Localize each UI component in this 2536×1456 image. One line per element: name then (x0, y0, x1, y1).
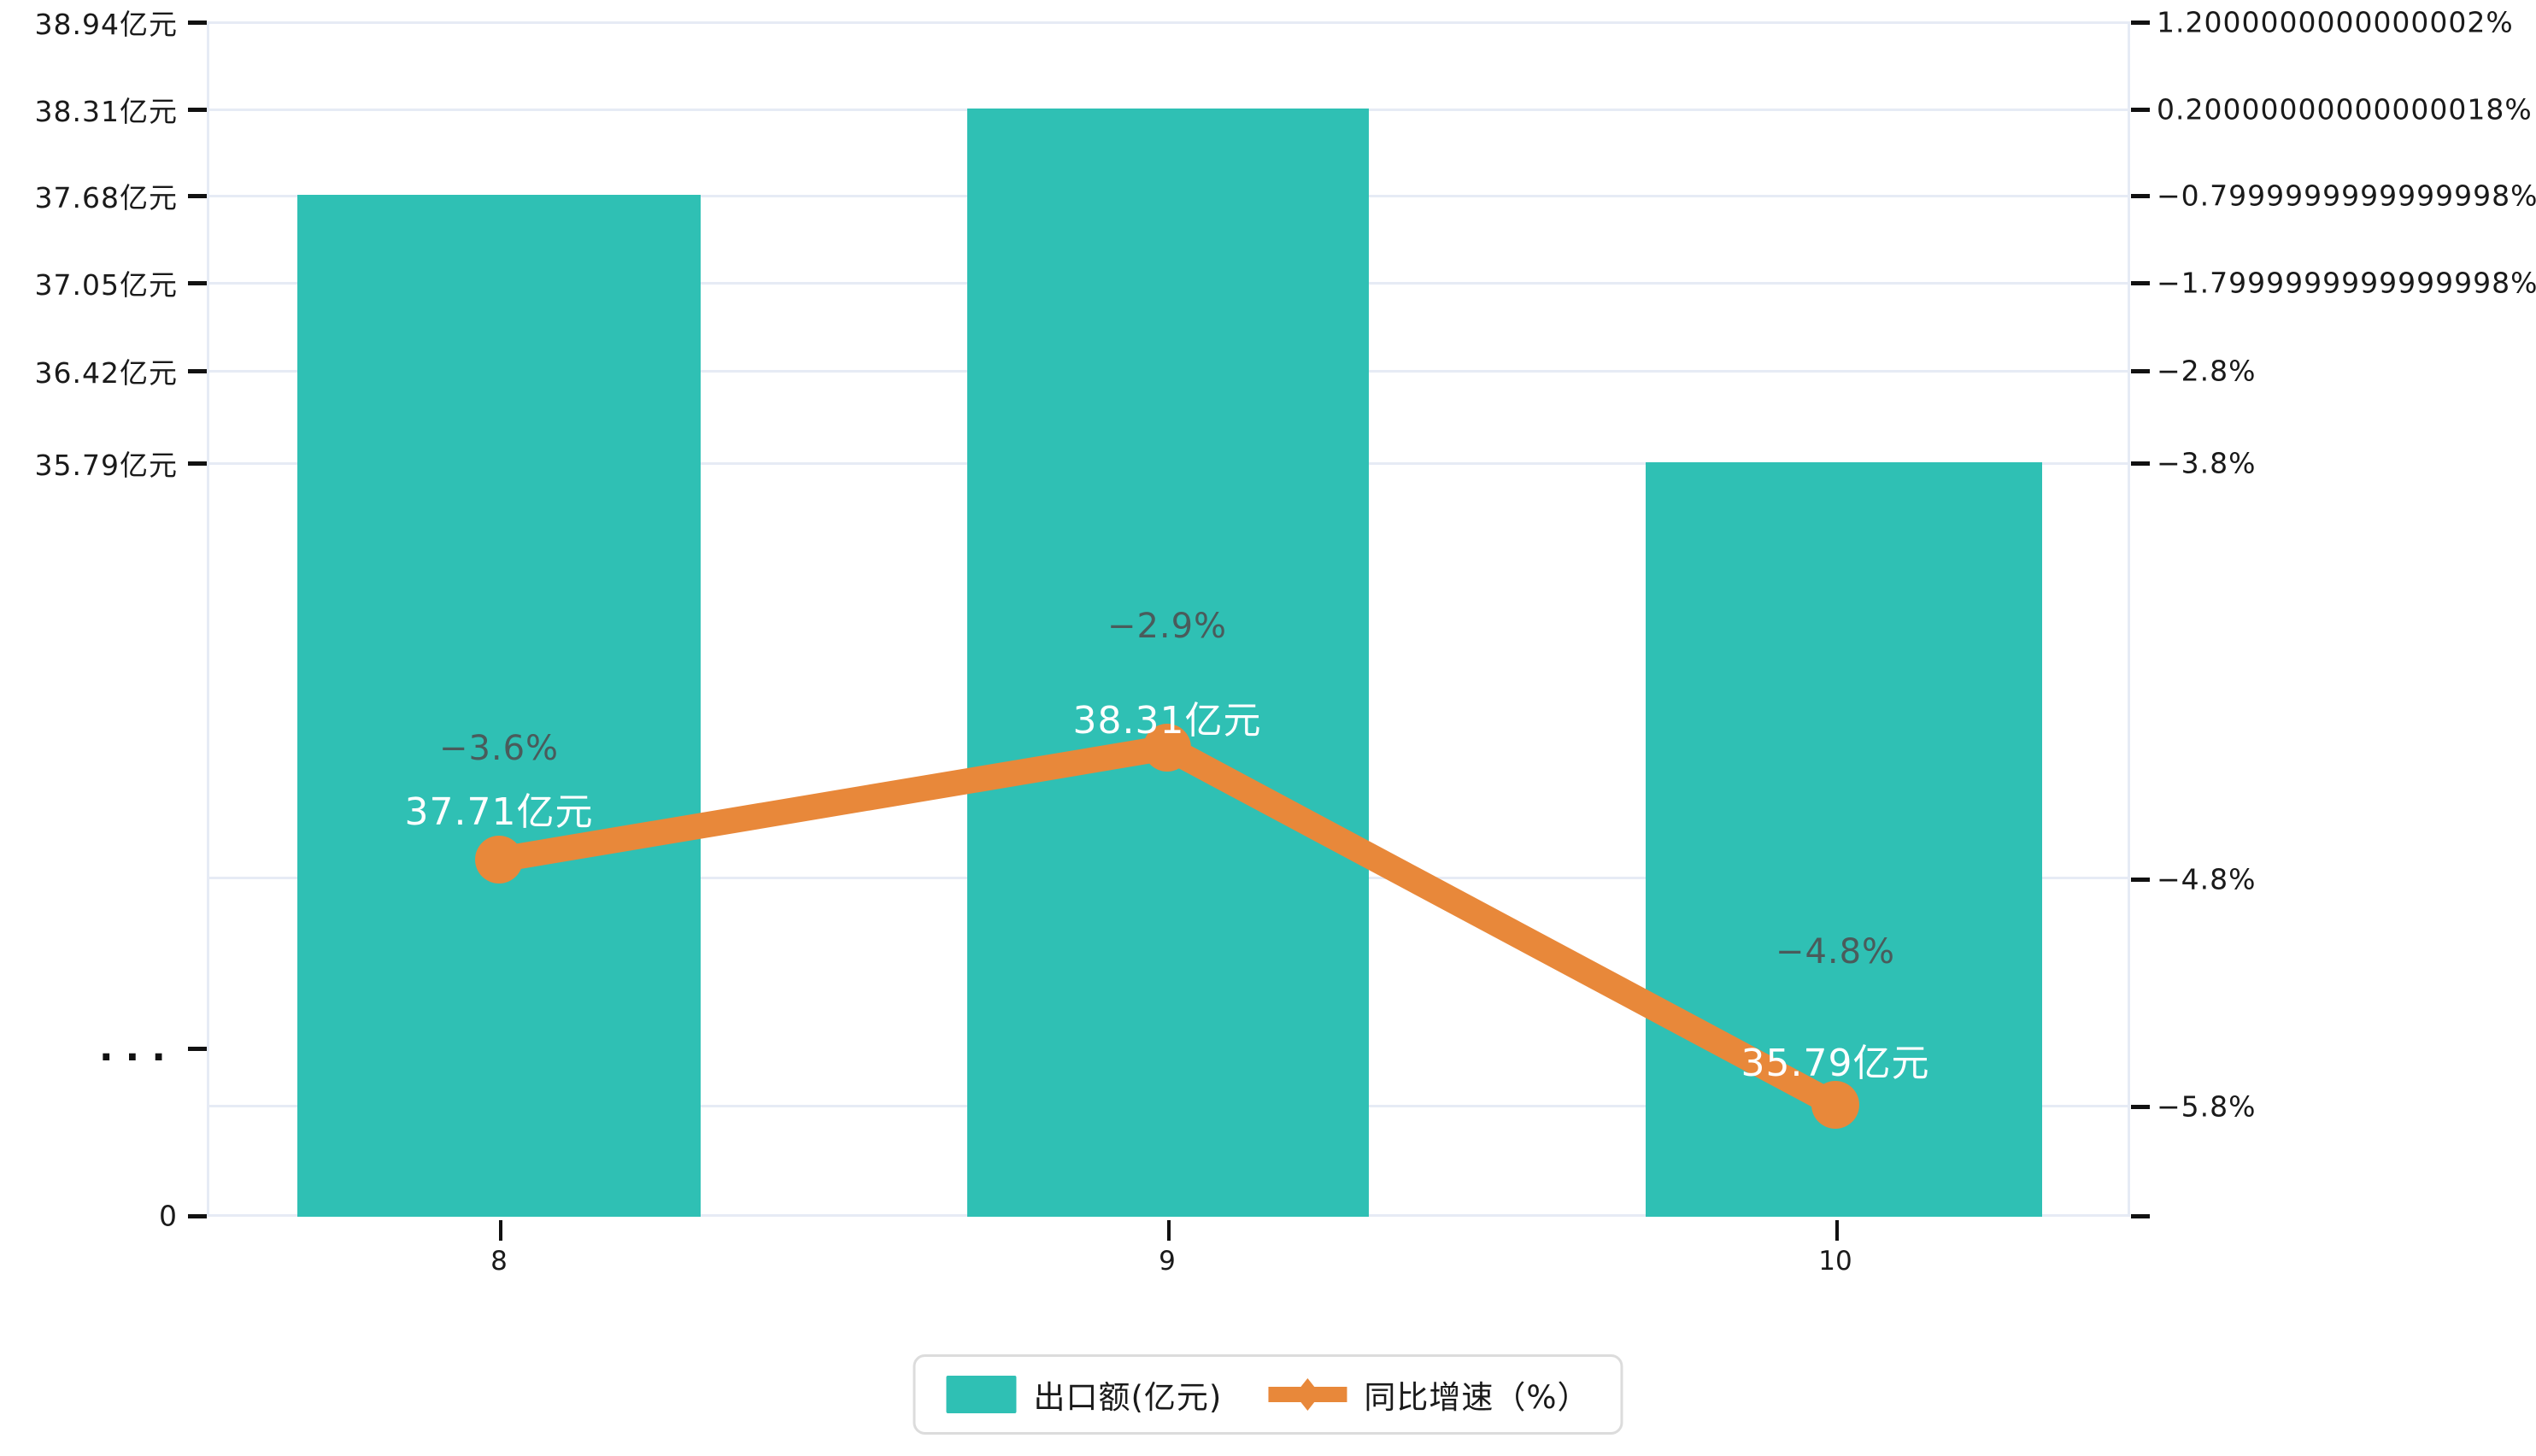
pct-label-10: −4.8% (1775, 932, 1896, 972)
x-tick-mark (1167, 1220, 1171, 1241)
x-tick-mark (1835, 1220, 1839, 1241)
value-label-8: 37.71亿元 (404, 790, 594, 834)
y-left-axis-break-label: ... (98, 1026, 178, 1070)
pct-label-8: −3.6% (438, 729, 560, 768)
value-label-9: 38.31亿元 (1072, 699, 1262, 743)
y-right-tick-mark (2131, 461, 2150, 466)
y-right-tick-mark (2131, 1105, 2150, 1109)
chart-legend: 出口额(亿元) 同比增速（%） (913, 1354, 1623, 1435)
x-tick-label-10: 10 (1818, 1246, 1852, 1277)
x-tick-mark (499, 1220, 502, 1241)
y-left-tick-mark (188, 21, 207, 25)
y-left-tick-label: 35.79亿元 (34, 449, 178, 482)
y-right-tick-mark (2131, 281, 2150, 285)
value-label-10: 35.79亿元 (1741, 1042, 1930, 1085)
y-right-tick-mark (2131, 21, 2150, 25)
y-right-tick-mark (2131, 878, 2150, 882)
y-right-tick-label: −0.7999999999999998% (2157, 179, 2536, 213)
x-tick-label-9: 9 (1159, 1246, 1176, 1277)
y-left-tick-label: 38.94亿元 (34, 8, 178, 41)
y-left-tick-mark (188, 281, 207, 285)
bar-10[interactable] (1646, 462, 2042, 1217)
line-marker-swatch-icon (1268, 1376, 1347, 1413)
legend-item-export-value[interactable]: 出口额(亿元) (946, 1371, 1222, 1418)
pct-label-9: −2.9% (1107, 607, 1228, 646)
y-left-tick-mark (188, 1214, 207, 1218)
y-left-tick-label: 37.05亿元 (34, 268, 178, 302)
legend-item-growth-rate[interactable]: 同比增速（%） (1268, 1371, 1589, 1418)
y-right-tick-label: 1.2000000000000002% (2157, 5, 2514, 39)
y-right-tick-label: 0.20000000000000018% (2157, 92, 2533, 126)
bar-9[interactable] (967, 109, 1369, 1217)
y-left-tick-label: 0 (159, 1199, 178, 1233)
y-right-tick-mark (2131, 108, 2150, 112)
y-axis-right-spine (2128, 21, 2130, 1217)
y-axis-left-spine (207, 21, 209, 1217)
y-right-tick-mark (2131, 369, 2150, 373)
y-left-tick-label: 36.42亿元 (34, 356, 178, 390)
y-right-tick-label: −4.8% (2157, 862, 2257, 896)
legend-label-growth-rate: 同比增速（%） (1364, 1379, 1590, 1416)
gridline (207, 21, 2129, 24)
legend-label-export-value: 出口额(亿元) (1033, 1379, 1223, 1416)
x-tick-label-8: 8 (490, 1246, 508, 1277)
y-left-tick-mark (188, 369, 207, 373)
y-left-tick-mark (188, 194, 207, 198)
y-left-tick-mark (188, 1047, 207, 1051)
bar-swatch-icon (946, 1376, 1017, 1413)
y-right-tick-mark (2131, 1214, 2150, 1218)
y-left-tick-label: 37.68亿元 (34, 181, 178, 214)
bar-8[interactable] (297, 195, 701, 1217)
y-right-tick-label: −1.7999999999999998% (2157, 266, 2536, 300)
y-left-tick-mark (188, 108, 207, 112)
y-left-tick-mark (188, 461, 207, 466)
y-left-tick-label: 38.31亿元 (34, 95, 178, 128)
y-right-tick-mark (2131, 194, 2150, 198)
y-right-tick-label: −2.8% (2157, 354, 2257, 388)
y-right-tick-label: −3.8% (2157, 446, 2257, 480)
y-right-tick-label: −5.8% (2157, 1089, 2257, 1124)
